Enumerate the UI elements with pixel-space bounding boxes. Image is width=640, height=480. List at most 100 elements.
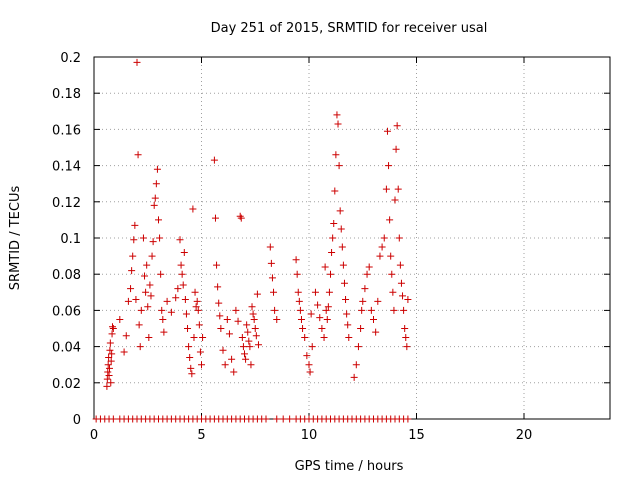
data-point [385, 162, 393, 170]
data-point [249, 310, 257, 318]
data-point [251, 325, 259, 332]
data-point [234, 317, 242, 325]
data-point [358, 306, 366, 314]
data-point [145, 334, 153, 342]
data-point [106, 339, 114, 347]
data-point [295, 297, 303, 305]
data-point [136, 343, 144, 351]
data-point [216, 312, 224, 320]
data-point [376, 252, 384, 260]
data-point [397, 279, 405, 287]
data-point [401, 325, 409, 332]
data-point [343, 310, 351, 318]
data-point [338, 243, 346, 251]
data-point [141, 272, 149, 280]
data-point [404, 296, 412, 304]
data-point [211, 214, 219, 222]
y-tick-label: 0.06 [52, 304, 81, 319]
data-point [214, 283, 222, 291]
data-point [254, 341, 262, 349]
data-point [180, 248, 188, 256]
data-point [327, 270, 334, 278]
data-point [172, 294, 180, 302]
data-point [271, 306, 279, 314]
data-point [402, 334, 410, 342]
data-point [157, 270, 165, 278]
data-point [359, 297, 367, 305]
data-point-zero [273, 415, 281, 423]
data-point [333, 111, 341, 119]
data-point [307, 310, 315, 318]
data-point [392, 145, 400, 153]
data-point [108, 350, 116, 358]
data-point [105, 372, 113, 380]
data-point [321, 263, 329, 271]
data-point [387, 252, 395, 260]
data-point [196, 348, 204, 356]
y-tick-label: 0.1 [60, 232, 81, 247]
data-point [150, 201, 158, 209]
data-point [389, 288, 397, 296]
data-point [223, 315, 231, 323]
data-point [131, 221, 139, 229]
data-point [104, 361, 112, 369]
data-point [293, 270, 301, 278]
data-point [267, 259, 275, 267]
data-point [239, 343, 247, 351]
x-axis-label: GPS time / hours [295, 459, 404, 474]
data-point [396, 261, 404, 269]
data-point [230, 368, 238, 376]
data-point [219, 346, 227, 354]
data-point [372, 328, 380, 336]
data-point [388, 270, 396, 278]
data-point [186, 353, 194, 361]
data-point [185, 343, 193, 351]
data-point [253, 290, 261, 298]
data-point [296, 306, 304, 314]
data-point [242, 355, 250, 363]
data-point [225, 330, 233, 338]
data-point [365, 263, 373, 271]
data-point-zero [404, 415, 412, 423]
data-point [104, 368, 112, 376]
data-point [308, 343, 316, 351]
data-point [181, 296, 189, 304]
data-point [382, 185, 390, 193]
data-point [129, 252, 137, 260]
y-tick-label: 0.08 [52, 268, 81, 283]
data-point [228, 355, 236, 363]
data-point [324, 303, 332, 311]
data-point [378, 243, 386, 251]
data-point [370, 315, 377, 323]
data-point [329, 234, 337, 242]
data-point [383, 127, 391, 135]
data-point [146, 281, 154, 289]
data-point [393, 122, 401, 130]
data-point [395, 234, 403, 242]
data-point [128, 267, 136, 275]
data-point [328, 248, 336, 256]
data-point [299, 325, 307, 332]
data-point [177, 261, 185, 269]
data-point [151, 194, 159, 202]
data-point [127, 285, 135, 293]
y-tick-label: 0.12 [52, 196, 81, 211]
data-point [311, 288, 319, 296]
data-point [325, 288, 333, 296]
data-point [350, 373, 358, 381]
data-point [390, 306, 398, 314]
data-points [92, 58, 412, 423]
data-point [316, 314, 324, 322]
data-point [245, 337, 253, 345]
data-point-zero [109, 415, 117, 423]
data-point [345, 334, 353, 342]
x-tick-label: 10 [301, 428, 318, 443]
data-point [374, 297, 382, 305]
data-point [199, 334, 207, 342]
data-point [198, 361, 205, 369]
data-point [337, 225, 345, 233]
data-point [158, 306, 166, 314]
data-point [236, 212, 244, 220]
data-point [120, 348, 128, 356]
